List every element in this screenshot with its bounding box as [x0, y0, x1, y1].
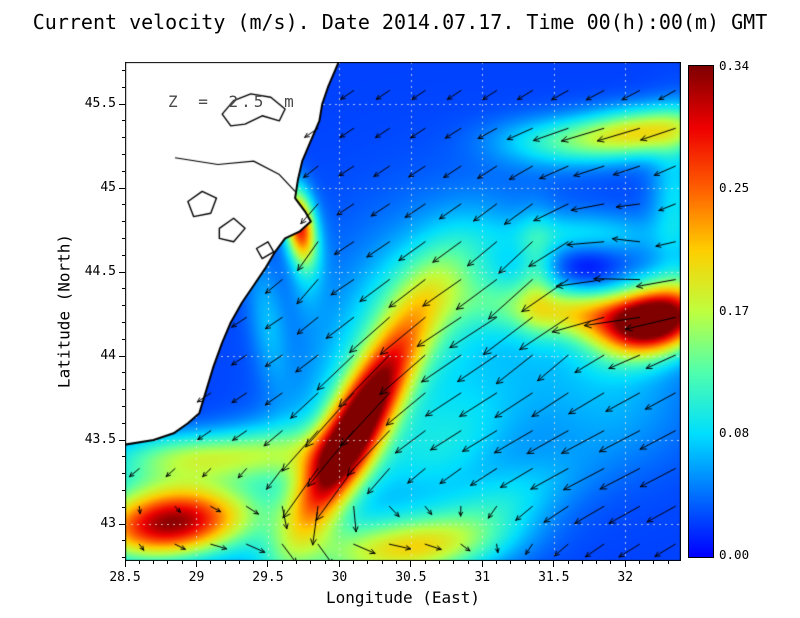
y-tick-label: 44	[100, 348, 116, 364]
y-minor-tick	[122, 254, 125, 256]
x-minor-tick	[138, 561, 140, 564]
x-major-tick	[553, 561, 555, 567]
y-minor-tick	[122, 389, 125, 391]
x-tick-label: 29.5	[252, 570, 284, 585]
y-major-tick	[119, 103, 125, 105]
x-tick-label: 28.5	[109, 570, 141, 585]
x-minor-tick	[653, 561, 655, 564]
x-tick-label: 31.5	[538, 570, 570, 585]
y-minor-tick	[122, 137, 125, 139]
x-minor-tick	[281, 561, 283, 564]
y-minor-tick	[122, 489, 125, 491]
y-minor-tick	[122, 221, 125, 223]
x-tick-label: 30	[331, 570, 348, 585]
x-tick-label: 30.5	[395, 570, 427, 585]
x-minor-tick	[567, 561, 569, 564]
y-minor-tick	[122, 321, 125, 323]
depth-annotation: Z = 2.5 m	[168, 92, 297, 111]
colorbar-tick-label: 0.08	[719, 424, 750, 440]
x-minor-tick	[167, 561, 169, 564]
x-minor-tick	[253, 561, 255, 564]
y-major-tick	[119, 523, 125, 525]
x-minor-tick	[396, 561, 398, 564]
x-minor-tick	[153, 561, 155, 564]
x-minor-tick	[467, 561, 469, 564]
x-major-tick	[624, 561, 626, 567]
colorbar	[688, 65, 714, 558]
y-minor-tick	[122, 456, 125, 458]
x-minor-tick	[238, 561, 240, 564]
y-minor-tick	[122, 86, 125, 88]
y-minor-tick	[122, 153, 125, 155]
y-major-tick	[119, 187, 125, 189]
x-minor-tick	[324, 561, 326, 564]
x-minor-tick	[581, 561, 583, 564]
y-tick-label: 44.5	[84, 264, 116, 280]
y-minor-tick	[122, 557, 125, 559]
chart-title: Current velocity (m/s). Date 2014.07.17.…	[32, 10, 768, 34]
x-minor-tick	[310, 561, 312, 564]
colorbar-tick-label: 0.25	[719, 180, 750, 196]
y-minor-tick	[122, 170, 125, 172]
y-axis-title: Latitude (North)	[54, 233, 74, 389]
x-axis-title: Longitude (East)	[325, 588, 481, 607]
y-minor-tick	[122, 540, 125, 542]
x-tick-label: 32	[617, 570, 634, 585]
x-minor-tick	[667, 561, 669, 564]
y-minor-tick	[122, 372, 125, 374]
x-major-tick	[267, 561, 269, 567]
y-tick-label: 45.5	[84, 96, 116, 111]
y-minor-tick	[122, 120, 125, 122]
x-minor-tick	[181, 561, 183, 564]
y-minor-tick	[122, 506, 125, 508]
x-tick-label: 29	[188, 570, 205, 585]
x-minor-tick	[610, 561, 612, 564]
x-minor-tick	[381, 561, 383, 564]
y-minor-tick	[122, 204, 125, 206]
x-minor-tick	[353, 561, 355, 564]
x-minor-tick	[524, 561, 526, 564]
x-minor-tick	[438, 561, 440, 564]
y-minor-tick	[122, 69, 125, 71]
y-major-tick	[119, 439, 125, 441]
x-major-tick	[481, 561, 483, 567]
x-minor-tick	[210, 561, 212, 564]
y-major-tick	[119, 271, 125, 273]
x-minor-tick	[424, 561, 426, 564]
y-major-tick	[119, 355, 125, 357]
y-tick-label: 45	[100, 180, 116, 195]
x-minor-tick	[453, 561, 455, 564]
y-minor-tick	[122, 305, 125, 307]
y-minor-tick	[122, 237, 125, 239]
x-minor-tick	[367, 561, 369, 564]
x-minor-tick	[639, 561, 641, 564]
x-minor-tick	[296, 561, 298, 564]
y-minor-tick	[122, 405, 125, 407]
x-minor-tick	[224, 561, 226, 564]
y-tick-label: 43.5	[84, 432, 116, 448]
y-minor-tick	[122, 473, 125, 475]
x-major-tick	[124, 561, 126, 567]
x-minor-tick	[596, 561, 598, 564]
y-tick-label: 43	[100, 516, 116, 532]
x-major-tick	[195, 561, 197, 567]
x-minor-tick	[510, 561, 512, 564]
velocity-map-canvas	[125, 62, 681, 561]
x-major-tick	[410, 561, 412, 567]
y-minor-tick	[122, 288, 125, 290]
x-major-tick	[338, 561, 340, 567]
y-minor-tick	[122, 422, 125, 424]
x-minor-tick	[538, 561, 540, 564]
colorbar-tick-label: 0.00	[719, 547, 750, 562]
colorbar-tick-label: 0.34	[719, 58, 750, 73]
colorbar-tick-label: 0.17	[719, 302, 750, 318]
x-minor-tick	[496, 561, 498, 564]
y-minor-tick	[122, 338, 125, 340]
x-tick-label: 31	[474, 570, 491, 585]
